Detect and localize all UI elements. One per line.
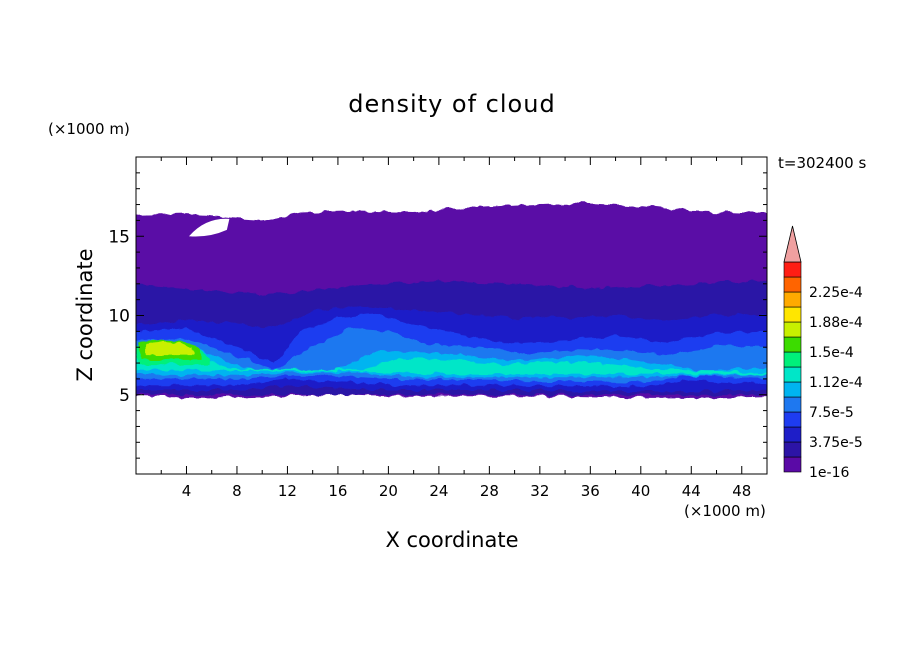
colorbar-label: 1.12e-4 [809,375,863,391]
x-tick-label: 12 [278,482,297,500]
aqua-core-region [136,347,767,375]
x-tick-label: 40 [631,482,650,500]
x-tick-label: 8 [232,482,242,500]
colorbar-swatch [783,456,802,473]
colorbar-swatch [783,351,802,368]
cloud-gap-region [189,218,230,237]
chart-title: density of cloud [348,90,555,118]
y-tick-label: 10 [108,307,130,327]
colorbar-label: 1e-16 [809,465,849,481]
colorbar-swatch [783,276,802,293]
colorbar-swatch [783,306,802,323]
colorbar-swatch [783,336,802,353]
colorbar-swatch [783,261,802,278]
x-tick-label: 48 [732,482,751,500]
y-tick-label: 5 [119,386,130,406]
x-axis-label: X coordinate [385,528,518,552]
colorbar-label: 1.88e-4 [809,315,863,331]
x-tick-label: 16 [328,482,347,500]
y-unit-label: (×1000 m) [48,120,130,138]
x-tick-label: 28 [480,482,499,500]
colorbar-label: 1.5e-4 [809,345,854,361]
x-tick-label: 44 [682,482,701,500]
colorbar-swatch [783,411,802,428]
colorbar-swatch [783,426,802,443]
colorbar-swatch [783,381,802,398]
x-tick-label: 24 [429,482,448,500]
colorbar-swatch [783,396,802,413]
colorbar-label: 3.75e-5 [809,435,863,451]
x-tick-label: 36 [581,482,600,500]
colorbar-swatch [783,321,802,338]
colorbar-label: 2.25e-4 [809,285,863,301]
colorbar-swatch [783,291,802,308]
x-unit-label: (×1000 m) [684,502,766,520]
yellow-max-region [146,340,193,356]
colorbar: 1e-16 3.75e-5 7.5e-5 1.12e-4 1.5e-4 1.88e-4 2.… [783,225,863,481]
x-tick-label: 4 [182,482,192,500]
y-axis-label: Z coordinate [73,248,97,381]
colorbar-swatch [783,366,802,383]
x-tick-label: 20 [379,482,398,500]
colorbar-swatch [783,441,802,458]
colorbar-label: 7.5e-5 [809,405,854,421]
y-axis-ticks: 5 10 15 [108,172,767,459]
colorbar-extend-arrow [783,225,802,263]
time-label: t=302400 s [778,154,866,172]
density-field [136,203,767,398]
y-tick-label: 15 [108,227,130,247]
x-tick-label: 32 [530,482,549,500]
x-axis-ticks: 4 8 12 16 20 24 28 32 36 40 44 48 [160,157,751,500]
